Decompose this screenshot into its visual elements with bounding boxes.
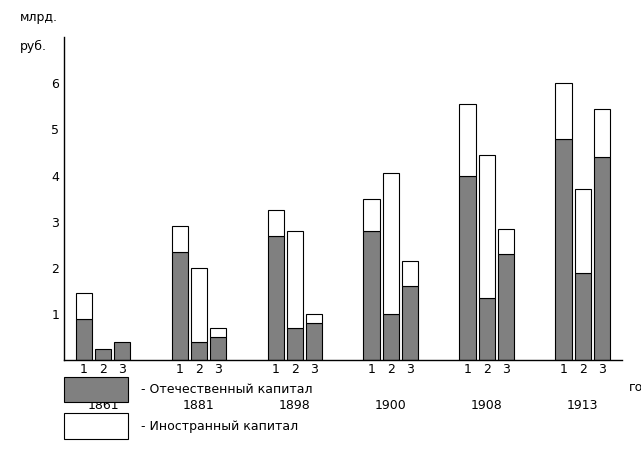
Bar [479, 298, 495, 360]
Bar [555, 139, 572, 360]
Bar [210, 328, 226, 337]
Text: годы: годы [629, 380, 641, 393]
Bar [402, 261, 419, 286]
Bar [306, 314, 322, 323]
Bar [479, 155, 495, 298]
Bar [76, 293, 92, 319]
Bar [191, 268, 207, 342]
Bar [555, 83, 572, 139]
Text: 1861: 1861 [87, 399, 119, 412]
Bar [191, 342, 207, 360]
Bar [210, 337, 226, 360]
Text: 1898: 1898 [279, 399, 311, 412]
Bar [383, 173, 399, 314]
Bar [402, 286, 419, 360]
Bar [114, 342, 131, 360]
Bar [172, 252, 188, 360]
Text: 1913: 1913 [567, 399, 599, 412]
Bar [498, 254, 514, 360]
Bar [267, 210, 284, 236]
Text: 1900: 1900 [375, 399, 407, 412]
Text: - Иностранный капитал: - Иностранный капитал [141, 420, 298, 433]
Bar [287, 328, 303, 360]
Bar [594, 157, 610, 360]
Bar [306, 323, 322, 360]
Text: млрд.: млрд. [19, 11, 58, 24]
Bar [574, 189, 591, 273]
Text: руб.: руб. [19, 40, 47, 53]
Bar [363, 231, 380, 360]
Bar [460, 176, 476, 360]
Text: 1908: 1908 [471, 399, 503, 412]
Bar [574, 273, 591, 360]
Bar [287, 231, 303, 328]
Text: - Отечественный капитал: - Отечественный капитал [141, 383, 313, 396]
Bar [363, 199, 380, 231]
Bar [460, 104, 476, 176]
Bar [95, 349, 112, 360]
Bar [172, 226, 188, 252]
Bar [498, 229, 514, 254]
Bar [383, 314, 399, 360]
Bar [76, 319, 92, 360]
Bar [594, 109, 610, 157]
Text: 1881: 1881 [183, 399, 215, 412]
Bar [267, 236, 284, 360]
